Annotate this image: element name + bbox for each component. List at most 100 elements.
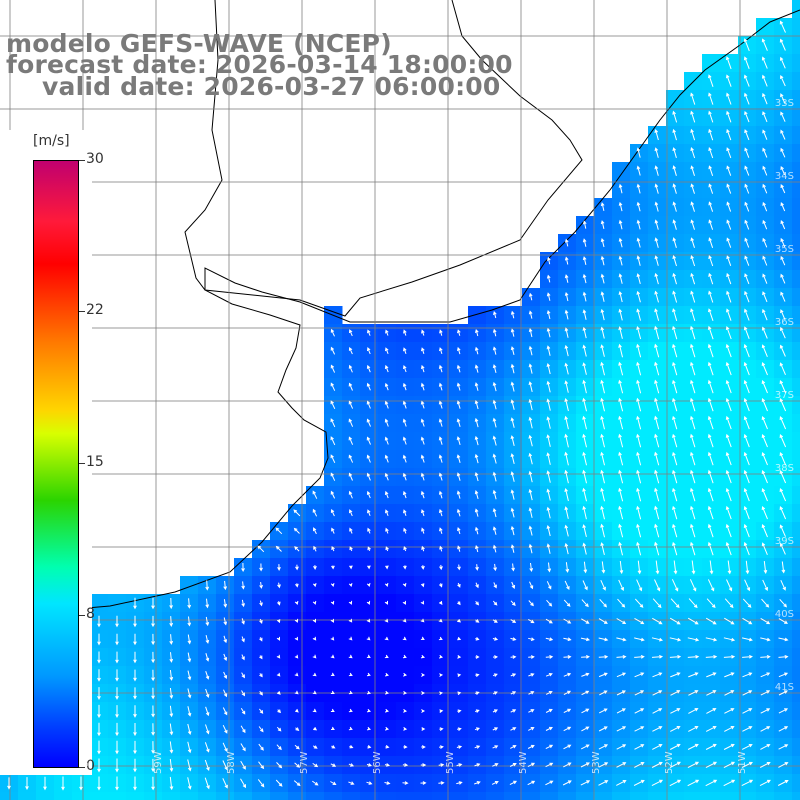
longitude-label: 60W <box>80 751 91 774</box>
wind-arrow <box>529 562 534 573</box>
wind-arrow <box>670 708 681 714</box>
wind-arrow <box>779 56 786 69</box>
wind-arrow <box>687 743 699 750</box>
wind-arrow <box>582 344 587 357</box>
wind-arrow <box>474 453 479 464</box>
wind-arrow <box>761 506 768 520</box>
wind-arrow <box>133 740 137 755</box>
wind-arrow <box>293 509 301 517</box>
wind-arrow <box>581 618 590 624</box>
wind-arrow <box>636 415 642 430</box>
wind-arrow <box>779 598 788 608</box>
wind-arrow <box>654 147 659 158</box>
wind-speed-cell <box>792 540 800 559</box>
wind-speed-cell <box>558 792 577 800</box>
wind-arrow <box>654 361 660 376</box>
wind-arrow <box>652 617 663 625</box>
wind-arrow <box>510 709 517 713</box>
wind-arrow <box>780 309 786 321</box>
wind-speed-cell <box>792 36 800 55</box>
wind-arrow <box>276 654 281 659</box>
wind-arrow <box>743 523 750 538</box>
wind-arrow <box>725 343 732 358</box>
wind-arrow <box>618 415 624 430</box>
wind-arrow <box>743 451 750 466</box>
wind-speed-cell <box>162 792 181 800</box>
wind-arrow <box>97 687 101 700</box>
wind-arrow <box>528 727 535 731</box>
wind-arrow <box>760 672 771 678</box>
wind-arrow <box>438 418 443 427</box>
wind-arrow <box>348 454 354 463</box>
wind-arrow <box>565 562 570 573</box>
wind-arrow <box>348 654 353 659</box>
wind-arrow <box>275 527 283 535</box>
wind-arrow <box>687 654 700 659</box>
wind-arrow <box>205 671 210 680</box>
wind-arrow <box>600 397 605 412</box>
wind-arrow <box>723 743 735 750</box>
wind-arrow <box>705 617 717 625</box>
wind-arrow <box>205 580 210 591</box>
wind-arrow <box>259 708 264 714</box>
wind-arrow <box>618 579 624 592</box>
wind-arrow <box>348 382 353 391</box>
wind-arrow <box>600 379 605 394</box>
wind-arrow <box>294 636 299 641</box>
wind-arrow <box>366 582 371 588</box>
wind-arrow <box>744 129 750 141</box>
wind-arrow <box>547 562 552 573</box>
wind-arrow <box>295 564 299 571</box>
wind-arrow <box>600 451 605 466</box>
wind-arrow <box>204 742 210 753</box>
wind-arrow <box>780 237 786 248</box>
wind-arrow <box>618 308 623 321</box>
wind-arrow <box>420 400 425 409</box>
wind-arrow <box>511 581 516 589</box>
wind-arrow <box>420 781 427 785</box>
wind-arrow <box>169 723 174 736</box>
wind-speed-cell <box>504 792 523 800</box>
wind-speed-cell <box>792 720 800 739</box>
wind-arrow <box>474 526 479 535</box>
wind-arrow <box>384 400 389 409</box>
wind-arrow <box>312 583 317 588</box>
wind-arrow <box>779 542 786 555</box>
wind-arrow <box>708 165 714 176</box>
wind-arrow <box>348 708 353 713</box>
wind-arrow <box>421 364 425 373</box>
wind-arrow <box>241 562 245 573</box>
wind-arrow <box>348 763 355 767</box>
wind-arrow <box>780 291 786 302</box>
wind-arrow <box>705 726 717 732</box>
wind-arrow <box>276 691 281 695</box>
wind-arrow <box>761 488 768 502</box>
wind-arrow <box>741 779 754 787</box>
wind-arrow <box>690 92 696 105</box>
wind-arrow <box>367 565 371 570</box>
wind-arrow <box>616 618 627 625</box>
wind-arrow <box>438 364 443 373</box>
wind-arrow <box>349 565 353 570</box>
wind-arrow <box>618 219 623 230</box>
wind-arrow <box>690 469 696 484</box>
wind-arrow <box>133 758 137 773</box>
latitude-label: 39S <box>774 536 794 547</box>
wind-speed-cell <box>792 162 800 181</box>
wind-arrow <box>616 654 627 659</box>
wind-arrow <box>580 762 590 768</box>
wind-arrow <box>241 654 245 661</box>
wind-arrow <box>457 346 461 355</box>
wind-arrow <box>636 147 641 158</box>
wind-arrow <box>169 634 174 645</box>
wind-arrow <box>546 380 551 393</box>
wind-arrow <box>564 309 569 320</box>
wind-arrow <box>761 416 768 430</box>
wind-arrow <box>760 637 771 642</box>
wind-arrow <box>169 759 174 772</box>
wind-arrow <box>707 469 714 484</box>
wind-arrow <box>528 381 533 393</box>
wind-arrow <box>618 505 624 520</box>
wind-speed-cell <box>738 792 757 800</box>
